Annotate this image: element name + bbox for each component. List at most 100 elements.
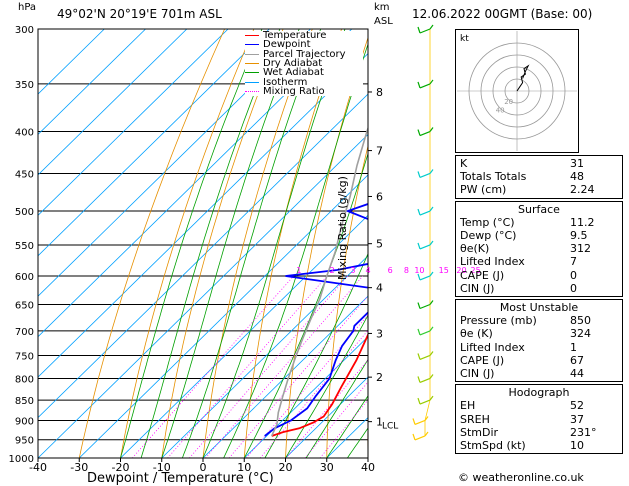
isotherm-line xyxy=(38,29,270,257)
pressure-tick-label: 600 xyxy=(15,272,34,283)
legend-label: Isotherm xyxy=(263,76,308,88)
row-value: 10 xyxy=(570,439,584,453)
legend-swatch xyxy=(245,72,259,74)
table-row: CAPE (J) 67 xyxy=(456,354,622,367)
pressure-tick-label: 850 xyxy=(15,396,34,407)
km-tick-label: 2 xyxy=(376,371,383,384)
most-unstable-title: Most Unstable xyxy=(499,301,579,315)
dry-adiabat-line xyxy=(78,29,225,458)
indices-panel: K 31 Totals Totals 48 PW (cm) 2.24 Surface Te… xyxy=(455,155,623,456)
row-value: 0 xyxy=(570,268,577,282)
dry-adiabat-line xyxy=(326,144,368,458)
x-tick-label: 10 xyxy=(237,461,251,474)
table-row: Dewp (°C) 9.5 xyxy=(456,229,622,242)
wind-barb xyxy=(417,79,434,89)
km-unit-label: km xyxy=(374,2,390,13)
pressure-tick-label: 800 xyxy=(15,374,34,385)
row-label: Dewp (°C) xyxy=(460,229,517,243)
wind-barb xyxy=(417,326,434,336)
mixing-ratio-label: 1 xyxy=(296,266,301,275)
most-unstable-box: Most Unstable Pressure (mb) 850 θe (K) 324 L… xyxy=(455,299,623,383)
wet-adiabat-line xyxy=(264,252,368,458)
location-label: 49°02'N 20°19'E 701m ASL xyxy=(57,7,222,21)
pressure-tick-label: 950 xyxy=(15,436,34,447)
isotherm-line xyxy=(78,174,368,458)
km-tick-label: 5 xyxy=(376,238,383,251)
legend-swatch xyxy=(245,63,259,65)
row-value: 44 xyxy=(570,367,584,381)
legend-item: Mixing Ratio xyxy=(245,86,363,96)
row-label: PW (cm) xyxy=(460,183,507,197)
isotherm-line xyxy=(38,29,146,136)
row-value: 324 xyxy=(570,327,591,341)
row-value: 9.5 xyxy=(570,229,588,243)
km-tick-label: 6 xyxy=(376,190,383,203)
indices-box: K 31 Totals Totals 48 PW (cm) 2.24 xyxy=(455,155,623,199)
table-row: Lifted Index 1 xyxy=(456,341,622,354)
row-label: EH xyxy=(460,399,476,413)
row-value: 37 xyxy=(570,412,584,426)
axis-labels: 3003504004505005506006507007508008509009… xyxy=(9,25,481,474)
wet-adiabat-line xyxy=(285,314,368,458)
row-label: CAPE (J) xyxy=(460,353,505,367)
legend-label: Dry Adiabat xyxy=(263,58,323,70)
wet-adiabat-line xyxy=(120,29,263,458)
mixing-ratio-label: 25 xyxy=(471,266,481,275)
surface-title: Surface xyxy=(518,202,560,216)
pressure-tick-label: 900 xyxy=(15,416,34,427)
table-row: StmSpd (kt) 10 xyxy=(456,439,622,452)
datetime-label: 12.06.2022 00GMT (Base: 00) xyxy=(412,7,593,21)
row-value: 31 xyxy=(570,157,584,170)
surface-box: Surface Temp (°C) 11.2 Dewp (°C) 9.5 θe(K) 31… xyxy=(455,200,623,298)
table-row: SREH 37 xyxy=(456,413,622,426)
wet-adiabat-line xyxy=(161,29,300,458)
row-label: θe(K) xyxy=(460,242,490,256)
x-tick-label: 0 xyxy=(200,461,207,474)
wind-barb xyxy=(417,374,434,384)
legend-swatch xyxy=(245,53,259,55)
row-label: θe (K) xyxy=(460,327,493,341)
km-tick-label: 4 xyxy=(376,282,383,295)
wind-barb xyxy=(412,431,429,441)
table-row: Temp (°C) 11.2 xyxy=(456,216,622,229)
mixing-ratio-label: 4 xyxy=(365,266,370,275)
isotherm-line xyxy=(38,93,368,419)
copyright-label: © weatheronline.co.uk xyxy=(458,471,584,484)
wind-barb xyxy=(417,271,434,281)
row-label: CIN (J) xyxy=(460,281,495,295)
wet-adiabat-line xyxy=(182,29,322,458)
x-tick-label: -30 xyxy=(70,461,88,474)
legend-label: Parcel Trajectory xyxy=(263,48,346,60)
row-label: SREH xyxy=(460,412,490,426)
isotherm-line xyxy=(243,336,368,458)
mixing-ratio-line xyxy=(285,359,368,458)
table-row: CAPE (J) 0 xyxy=(456,269,622,282)
row-label: K xyxy=(460,157,468,170)
x-tick-label: 30 xyxy=(320,461,334,474)
row-label: CIN (J) xyxy=(460,367,495,381)
mixing-ratio-label: 6 xyxy=(388,266,393,275)
mixing-ratio-label: 3 xyxy=(350,266,355,275)
hodograph-ring-label: 20 xyxy=(504,98,513,106)
pressure-tick-label: 650 xyxy=(15,301,34,312)
pressure-tick-label: 450 xyxy=(15,169,34,180)
legend-item: Temperature xyxy=(245,31,363,41)
row-label: Totals Totals xyxy=(460,170,527,184)
pressure-tick-label: 750 xyxy=(15,351,34,362)
row-value: 2.24 xyxy=(570,183,595,197)
wet-adiabat-line xyxy=(223,43,368,458)
row-label: CAPE (J) xyxy=(460,268,505,282)
row-label: StmDir xyxy=(460,425,499,439)
pressure-tick-label: 400 xyxy=(15,128,34,139)
wet-adiabat-line xyxy=(140,29,281,458)
wind-barb xyxy=(417,206,434,216)
isotherm-line xyxy=(161,255,368,458)
row-value: 7 xyxy=(570,255,577,269)
table-row: Lifted Index 7 xyxy=(456,255,622,268)
x-tick-label: 40 xyxy=(361,461,375,474)
row-value: 48 xyxy=(570,170,584,184)
table-row: θe(K) 312 xyxy=(456,242,622,255)
wet-adiabat-line xyxy=(202,29,346,458)
isotherm-line xyxy=(38,29,353,338)
dry-adiabat-line xyxy=(408,29,459,458)
